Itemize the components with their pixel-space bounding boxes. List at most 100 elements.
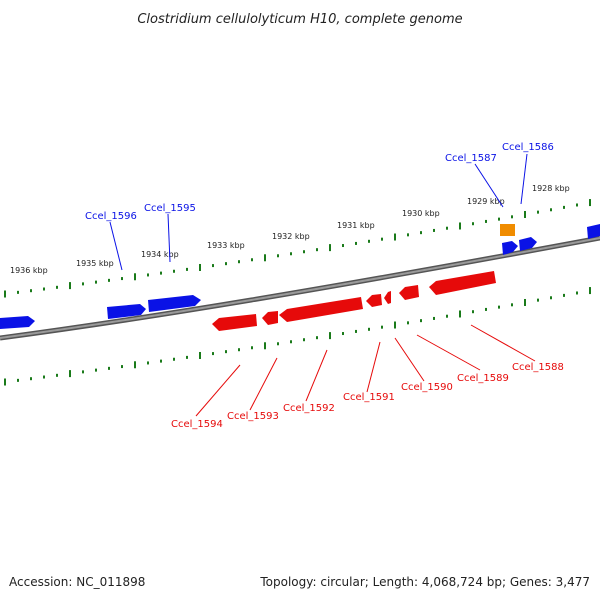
ruler-major-tick [264, 254, 266, 262]
ruler-minor-tick [225, 350, 227, 354]
ruler-minor-tick [303, 338, 305, 342]
ruler-minor-tick [407, 321, 409, 325]
ruler-major-tick [69, 370, 71, 378]
ruler-minor-tick [173, 357, 175, 361]
ruler-label: 1929 kbp [467, 197, 505, 206]
ruler-label: 1928 kbp [532, 184, 570, 193]
gene-label-forward[interactable]: Ccel_1595 [144, 203, 196, 214]
ruler-minor-tick [108, 278, 110, 282]
ruler-minor-tick [485, 307, 487, 311]
ruler-minor-tick [511, 303, 513, 307]
reverse-label-lines [195, 324, 536, 417]
ruler-minor-tick [303, 250, 305, 254]
gene-label-forward[interactable]: Ccel_1587 [445, 153, 497, 164]
ruler-major-tick [394, 321, 396, 329]
gene-label-reverse[interactable]: Ccel_1589 [457, 373, 509, 384]
ruler-minor-tick [251, 346, 253, 350]
ruler-major-tick [394, 233, 396, 241]
ruler-minor-tick [511, 215, 513, 219]
ruler-label: 1934 kbp [141, 250, 179, 259]
ruler-minor-tick [95, 368, 97, 372]
inner-track [4, 287, 591, 386]
gene-arrow-reverse[interactable] [366, 294, 382, 307]
ruler-minor-tick [17, 290, 19, 294]
gene-arrow-reverse[interactable] [262, 311, 278, 325]
ruler-minor-tick [420, 319, 422, 323]
ruler-major-tick [69, 282, 71, 290]
ruler-minor-tick [290, 252, 292, 256]
ruler-minor-tick [563, 205, 565, 209]
ruler-major-tick [199, 263, 201, 271]
ruler-major-tick [589, 287, 591, 295]
ruler-major-tick [134, 273, 136, 281]
forward-genes [0, 224, 600, 329]
ruler-minor-tick [576, 203, 578, 207]
ruler-minor-tick [238, 260, 240, 264]
ruler-minor-tick [446, 314, 448, 318]
ruler-minor-tick [446, 226, 448, 230]
gene-arrow-reverse[interactable] [384, 291, 391, 304]
gene-label-reverse[interactable]: Ccel_1590 [401, 382, 453, 393]
ruler-label: 1933 kbp [207, 241, 245, 250]
ruler-minor-tick [277, 254, 279, 258]
gene-arrow-forward[interactable] [587, 224, 600, 239]
gene-arrow-forward[interactable] [519, 237, 537, 251]
ruler-label: 1930 kbp [402, 209, 440, 218]
gene-arrow-forward[interactable] [502, 241, 518, 255]
gene-label-reverse[interactable]: Ccel_1591 [343, 392, 395, 403]
ruler-minor-tick [537, 210, 539, 214]
gene-label-forward[interactable]: Ccel_1586 [502, 142, 554, 153]
gene-label-forward[interactable]: Ccel_1596 [85, 211, 137, 222]
ruler-minor-tick [381, 237, 383, 241]
ruler-minor-tick [498, 305, 500, 309]
gene-label-reverse[interactable]: Ccel_1592 [283, 403, 335, 414]
ruler-major-tick [4, 290, 6, 298]
gene-arrow-reverse[interactable] [429, 271, 496, 295]
ruler-major-tick [589, 199, 591, 207]
gene-label-reverse[interactable]: Ccel_1594 [171, 419, 223, 430]
ruler-minor-tick [17, 378, 19, 382]
ruler-minor-tick [576, 291, 578, 295]
gene-box-highlight[interactable] [500, 224, 515, 236]
ruler-minor-tick [160, 359, 162, 363]
reverse-genes [212, 271, 496, 331]
ruler-major-tick [524, 210, 526, 218]
accession-text: Accession: NC_011898 [9, 575, 145, 589]
ruler-minor-tick [498, 217, 500, 221]
ruler-minor-tick [472, 222, 474, 226]
ruler-major-tick [264, 342, 266, 350]
ruler-major-tick [329, 244, 331, 252]
gene-arrow-reverse[interactable] [279, 297, 363, 322]
ruler-minor-tick [147, 273, 149, 277]
ruler-minor-tick [212, 264, 214, 268]
ruler-minor-tick [290, 340, 292, 344]
gene-label-reverse[interactable]: Ccel_1588 [512, 362, 564, 373]
ruler-minor-tick [355, 241, 357, 245]
ruler-label: 1931 kbp [337, 221, 375, 230]
ruler-minor-tick [251, 258, 253, 262]
ruler-minor-tick [563, 293, 565, 297]
gene-arrow-forward[interactable] [107, 304, 146, 319]
ruler-major-tick [524, 298, 526, 306]
gene-label-reverse[interactable]: Ccel_1593 [227, 411, 279, 422]
ruler-minor-tick [537, 298, 539, 302]
ruler-minor-tick [433, 316, 435, 320]
gene-arrow-reverse[interactable] [212, 314, 257, 331]
ruler-minor-tick [485, 219, 487, 223]
ruler-minor-tick [108, 366, 110, 370]
ruler-minor-tick [121, 277, 123, 281]
ruler-minor-tick [82, 282, 84, 286]
ruler-minor-tick [56, 285, 58, 289]
ruler-minor-tick [160, 271, 162, 275]
ruler-label: 1935 kbp [76, 259, 114, 268]
gene-arrow-reverse[interactable] [399, 285, 419, 300]
gene-arrow-forward[interactable] [0, 316, 35, 329]
ruler-minor-tick [225, 262, 227, 266]
ruler-major-tick [134, 361, 136, 369]
gene-arrow-forward[interactable] [148, 295, 201, 312]
ruler-minor-tick [30, 289, 32, 293]
ruler-minor-tick [368, 239, 370, 243]
ruler-minor-tick [368, 327, 370, 331]
outer-track [4, 199, 591, 298]
